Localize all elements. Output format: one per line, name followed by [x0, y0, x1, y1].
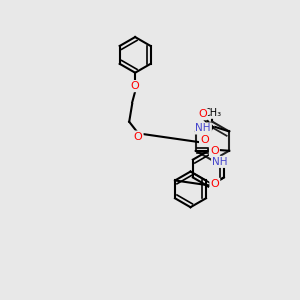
Text: NH: NH: [195, 124, 211, 134]
Text: O: O: [210, 146, 219, 156]
Text: O: O: [131, 81, 140, 91]
Text: O: O: [134, 132, 142, 142]
Text: O: O: [211, 179, 219, 189]
Text: O: O: [198, 109, 207, 119]
Text: O: O: [200, 135, 209, 145]
Text: NH: NH: [212, 157, 228, 167]
Text: CH₃: CH₃: [203, 108, 221, 118]
